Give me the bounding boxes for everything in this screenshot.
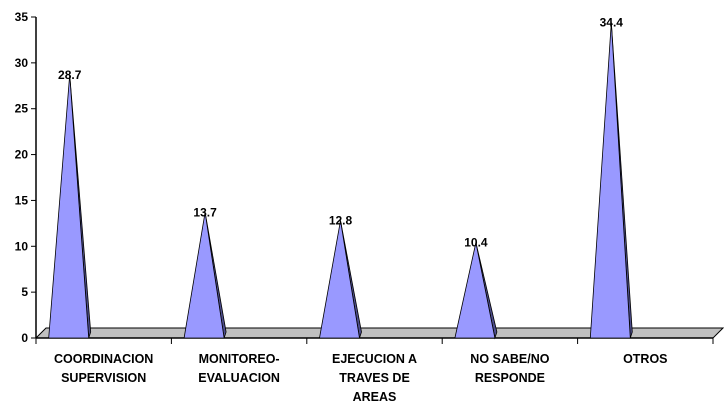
x-tick-label: SUPERVISION bbox=[61, 371, 146, 385]
bar-pyramid bbox=[319, 220, 362, 339]
bar-front-face bbox=[183, 212, 225, 339]
bar-front-face bbox=[48, 74, 90, 339]
bar-front-face bbox=[454, 242, 496, 339]
x-tick-label: AREAS bbox=[353, 390, 397, 404]
data-label: 12.8 bbox=[329, 214, 353, 228]
bars bbox=[48, 22, 633, 340]
x-tick-label: NO SABE/NO bbox=[470, 352, 549, 366]
data-label: 28.7 bbox=[58, 68, 82, 82]
y-tick-label: 10 bbox=[15, 239, 29, 253]
bar-pyramid bbox=[48, 74, 92, 339]
data-label: 34.4 bbox=[600, 16, 624, 30]
data-label: 13.7 bbox=[193, 205, 217, 219]
bar-front-face bbox=[589, 22, 631, 339]
y-tick-label: 30 bbox=[15, 56, 29, 70]
x-tick-label: RESPONDE bbox=[475, 371, 545, 385]
x-tick-label: OTROS bbox=[623, 352, 667, 366]
x-tick-label: COORDINACION bbox=[54, 352, 153, 366]
x-tick-label: EVALUACION bbox=[198, 371, 280, 385]
y-tick-label: 25 bbox=[15, 102, 29, 116]
x-tick-label: TRAVES DE bbox=[339, 371, 410, 385]
y-tick-label: 15 bbox=[15, 193, 29, 207]
x-tick-label: EJECUCION A bbox=[332, 352, 417, 366]
y-tick-label: 0 bbox=[21, 331, 28, 345]
labels: 0 5 10 15 20 25 30 35 28.7 COORDINACION SUPERVISIO… bbox=[15, 10, 668, 404]
x-tick-label: MONITOREO- bbox=[199, 352, 280, 366]
y-tick-label: 35 bbox=[15, 10, 29, 24]
bar-pyramid bbox=[183, 212, 227, 339]
bar-pyramid bbox=[589, 22, 633, 339]
bar-front-face bbox=[319, 220, 360, 339]
bar-pyramid bbox=[454, 242, 498, 340]
y-tick-label: 20 bbox=[15, 148, 29, 162]
data-label: 10.4 bbox=[464, 236, 488, 250]
y-tick-label: 5 bbox=[21, 285, 28, 299]
